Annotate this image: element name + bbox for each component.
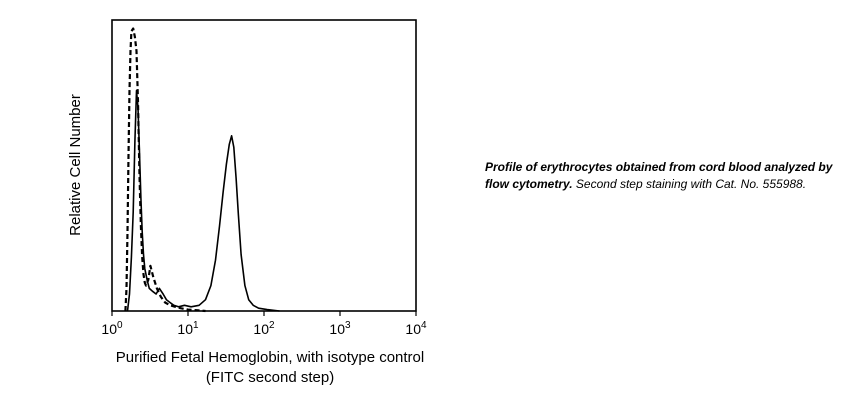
series-fetal-hemoglobin-line: [126, 89, 280, 312]
x-axis-label-line-2: (FITC second step): [205, 369, 335, 386]
x-axis-label: Purified Fetal Hemoglobin, with isotype …: [60, 348, 480, 388]
y-axis-label: Relative Cell Number: [67, 94, 84, 236]
caption-text: Second step staining with Cat. No. 55598…: [572, 177, 807, 191]
x-tick-label: 100: [101, 320, 123, 337]
figure-caption: Profile of erythrocytes obtained from co…: [485, 159, 845, 193]
x-tick-label: 104: [405, 320, 427, 337]
plot-frame: [111, 19, 417, 312]
x-tick-label: 101: [177, 320, 199, 337]
x-axis-label-line-1: Purified Fetal Hemoglobin, with isotype …: [115, 349, 425, 366]
x-tick-label: 103: [329, 320, 351, 337]
x-tick-label: 102: [253, 320, 275, 337]
caption-bold-text: Profile of erythrocytes obtained from co…: [485, 160, 833, 191]
series-isotype-control-line: [124, 27, 206, 313]
